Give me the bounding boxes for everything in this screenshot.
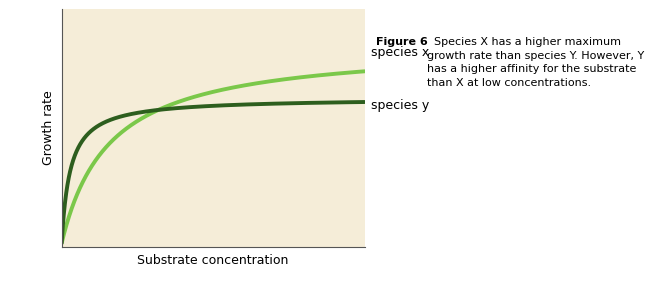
X-axis label: Substrate concentration: Substrate concentration (138, 254, 289, 267)
Y-axis label: Growth rate: Growth rate (42, 90, 55, 165)
Text: species y: species y (371, 99, 429, 112)
Text: Figure 6: Figure 6 (376, 37, 428, 47)
Text: species x: species x (371, 47, 429, 59)
Text: Species X has a higher maximum growth rate than species Y. However, Y has a high: Species X has a higher maximum growth ra… (427, 37, 644, 88)
